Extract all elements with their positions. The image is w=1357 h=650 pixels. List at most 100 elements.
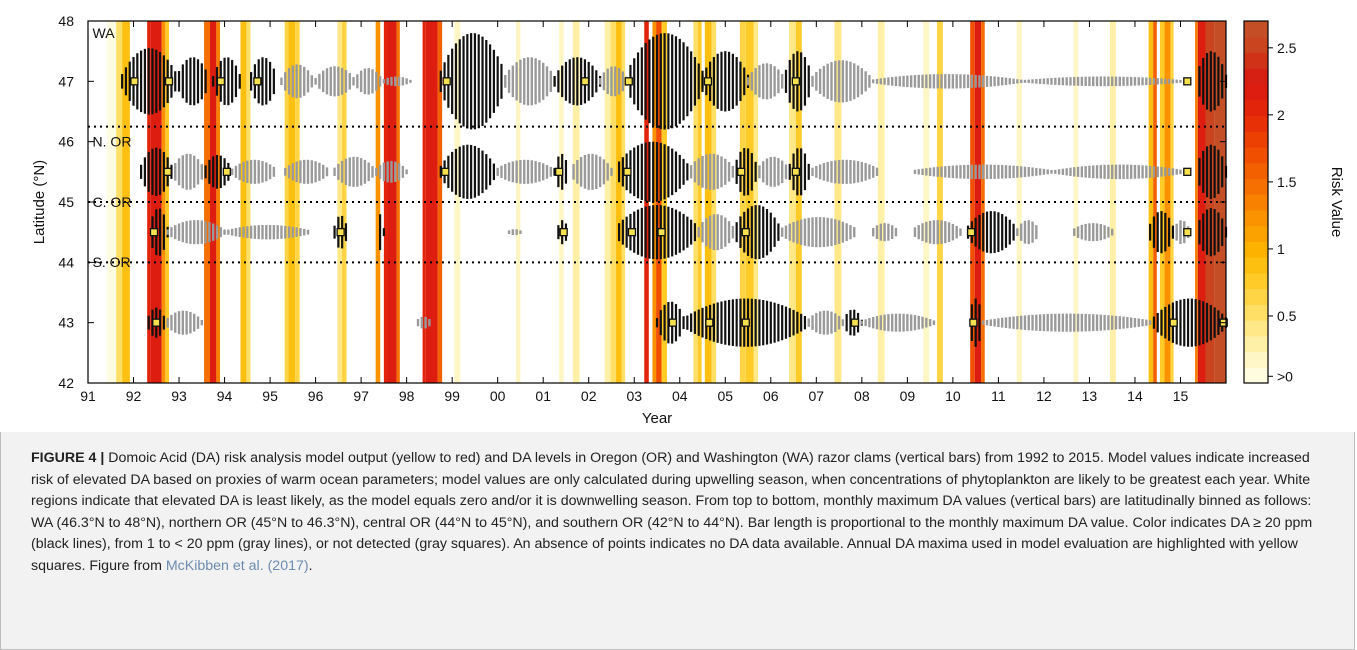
colorbar-step	[1244, 367, 1268, 384]
risk-band	[604, 21, 611, 383]
annual-maxima-markers	[130, 77, 1228, 327]
risk-band	[337, 21, 343, 383]
risk-band	[652, 21, 657, 383]
colorbar-step	[1244, 52, 1268, 69]
colorbar-step	[1244, 178, 1268, 195]
region-boundaries	[88, 125, 1226, 264]
annual-maximum-marker	[164, 77, 174, 86]
colorbar-label: Risk Value	[1328, 167, 1345, 238]
annual-maximum-marker	[559, 228, 568, 237]
x-tick-label: 05	[717, 388, 733, 404]
annual-maximum-marker	[791, 77, 800, 86]
annual-maximum-marker	[222, 167, 231, 176]
risk-band	[1197, 21, 1206, 383]
risk-band	[107, 21, 117, 383]
colorbar: >0 0.5 1 1.5 2 2.5 Risk Value	[1243, 20, 1345, 384]
annual-maximum-marker	[152, 318, 161, 327]
risk-band	[383, 21, 388, 383]
x-tick-label: 95	[262, 388, 278, 404]
x-tick-label: 12	[1036, 388, 1052, 404]
x-tick-label: 15	[1173, 388, 1189, 404]
x-tick-label: 14	[1127, 388, 1143, 404]
colorbar-step	[1244, 257, 1268, 274]
risk-band	[789, 21, 796, 383]
x-tick-label: 01	[535, 388, 551, 404]
risk-band	[288, 21, 296, 383]
colorbar-step	[1244, 241, 1268, 258]
region-labels: WA N. OR C. OR S. OR	[93, 25, 132, 270]
y-tick-label: 48	[58, 13, 74, 29]
annual-maximum-marker	[850, 318, 860, 327]
risk-band	[515, 21, 521, 383]
colorbar-step	[1244, 335, 1268, 353]
colorbar-step	[1244, 21, 1268, 38]
colorbar-step	[1244, 36, 1268, 54]
annual-maximum-marker	[253, 77, 262, 86]
annual-maximum-marker	[741, 228, 750, 237]
colorbar-step	[1244, 209, 1268, 227]
risk-band	[161, 21, 166, 383]
annual-maximum-marker	[163, 167, 172, 176]
x-tick-label: 99	[444, 388, 460, 404]
y-tick-label: 47	[58, 73, 74, 89]
x-tick-label: 02	[581, 388, 597, 404]
colorbar-step	[1244, 146, 1268, 164]
annual-maximum-marker	[791, 167, 800, 176]
region-label: WA	[93, 25, 116, 41]
risk-band	[923, 21, 930, 383]
colorbar-step	[1244, 194, 1268, 211]
x-tick-label: 06	[763, 388, 779, 404]
risk-band	[970, 21, 975, 383]
risk-band	[437, 21, 443, 383]
risk-band	[697, 21, 702, 383]
colorbar-step	[1244, 99, 1268, 117]
risk-band	[572, 21, 580, 383]
annual-maximum-marker	[966, 228, 976, 237]
y-tick-label: 44	[58, 254, 74, 270]
x-tick-label: 98	[399, 388, 415, 404]
annual-maximum-marker	[627, 228, 637, 237]
risk-band	[1073, 21, 1079, 383]
annual-maximum-marker	[216, 77, 226, 86]
annual-maximum-marker	[1169, 318, 1178, 327]
risk-band	[616, 21, 622, 383]
x-tick-label: 04	[672, 388, 688, 404]
x-tick-label: 11	[991, 388, 1006, 404]
colorbar-tick-label: 1.5	[1277, 174, 1297, 190]
colorbar-step	[1244, 162, 1268, 179]
da-bars	[121, 33, 1228, 347]
x-tick-label: 00	[490, 388, 506, 404]
figure-caption: FIGURE 4 | Domoic Acid (DA) risk analysi…	[0, 432, 1355, 650]
colorbar-step	[1244, 304, 1268, 321]
annual-maximum-marker	[705, 318, 714, 327]
annual-maximum-marker	[130, 77, 139, 86]
annual-maximum-marker	[623, 167, 632, 176]
x-tick-label: 97	[353, 388, 369, 404]
colorbar-tick-label: >0	[1277, 368, 1293, 384]
reference-link[interactable]: McKibben et al. (2017)	[165, 557, 309, 574]
region-label: S. OR	[93, 254, 131, 270]
region-label: N. OR	[93, 133, 132, 149]
risk-band	[209, 21, 217, 383]
risk-band	[936, 21, 943, 383]
annual-maximum-marker	[580, 77, 590, 86]
risk-band	[204, 21, 210, 383]
colorbar-tick-label: 2.5	[1277, 40, 1297, 56]
caption-text: FIGURE 4 | Domoic Acid (DA) risk analysi…	[31, 448, 1331, 577]
risk-band	[704, 21, 712, 383]
x-tick-label: 08	[854, 388, 870, 404]
colorbar-step	[1244, 83, 1268, 101]
risk-band	[610, 21, 617, 383]
risk-band	[834, 21, 842, 383]
annual-maximum-marker	[668, 318, 678, 327]
x-tick-label: 96	[308, 388, 324, 404]
x-tick-label: 09	[900, 388, 916, 404]
x-tick-label: 93	[171, 388, 187, 404]
x-tick-label: 10	[945, 388, 961, 404]
risk-band	[150, 21, 162, 383]
colorbar-step	[1244, 288, 1268, 305]
x-tick-label: 07	[809, 388, 825, 404]
risk-band	[396, 21, 400, 383]
annual-maximum-marker	[1183, 167, 1192, 176]
annual-maximum-marker	[969, 318, 978, 327]
